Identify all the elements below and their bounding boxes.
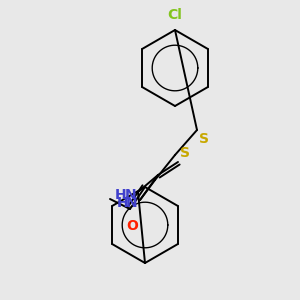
Text: O: O	[126, 219, 138, 233]
Text: S: S	[199, 132, 209, 146]
Text: N: N	[124, 188, 136, 202]
Text: S: S	[180, 146, 190, 160]
Text: H: H	[114, 188, 126, 202]
Text: N: N	[125, 196, 137, 210]
Text: Cl: Cl	[168, 8, 182, 22]
Text: H: H	[116, 196, 128, 210]
